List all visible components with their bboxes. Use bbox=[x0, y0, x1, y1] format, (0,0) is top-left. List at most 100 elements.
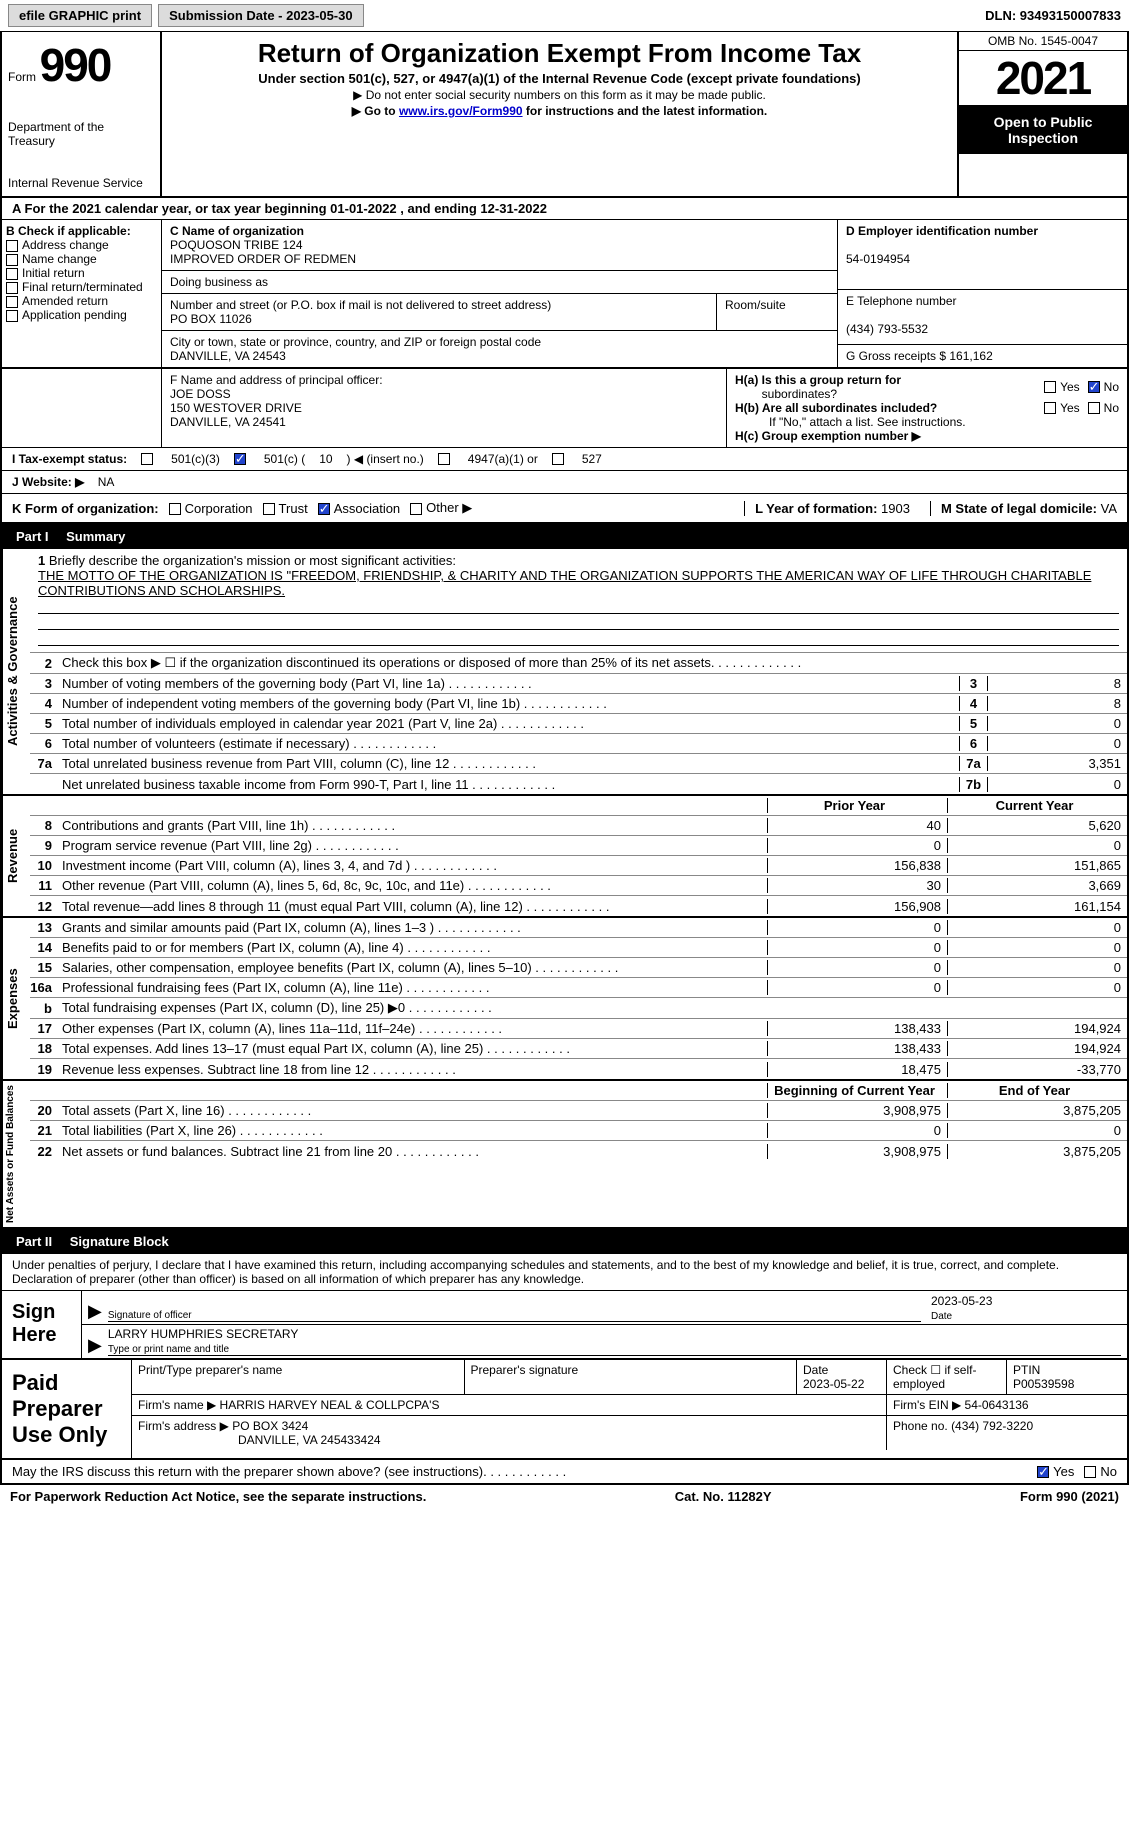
firm-ein: 54-0643136 bbox=[965, 1398, 1029, 1412]
preparer-title: Paid Preparer Use Only bbox=[2, 1360, 132, 1458]
preparer-row-2: Firm's name ▶ HARRIS HARVEY NEAL & COLLP… bbox=[132, 1395, 1127, 1416]
year-formation: L Year of formation: 1903 bbox=[744, 501, 910, 516]
firm-name-label: Firm's name ▶ bbox=[138, 1398, 216, 1412]
gov-row: 6Total number of volunteers (estimate if… bbox=[30, 734, 1127, 754]
net-assets-block: Net Assets or Fund Balances Beginning of… bbox=[0, 1081, 1129, 1229]
opt-527: 527 bbox=[582, 452, 602, 466]
data-row: 17Other expenses (Part IX, column (A), l… bbox=[30, 1019, 1127, 1039]
efile-button[interactable]: efile GRAPHIC print bbox=[8, 4, 152, 27]
footer-left: For Paperwork Reduction Act Notice, see … bbox=[10, 1489, 426, 1504]
chk-4947[interactable] bbox=[438, 453, 450, 465]
data-row: 11Other revenue (Part VIII, column (A), … bbox=[30, 876, 1127, 896]
officer-block: F Name and address of principal officer:… bbox=[162, 369, 727, 447]
hb-yes-chk[interactable] bbox=[1044, 402, 1056, 414]
prep-check-label: Check ☐ if self-employed bbox=[893, 1363, 976, 1391]
discuss-yes-chk[interactable] bbox=[1037, 1466, 1049, 1478]
irs-label: Internal Revenue Service bbox=[8, 176, 154, 190]
arrow-icon: ▶ bbox=[88, 1301, 102, 1322]
firm-addr2: DANVILLE, VA 245433424 bbox=[238, 1433, 381, 1447]
chk-corp[interactable] bbox=[169, 503, 181, 515]
part1-header: Part I Summary bbox=[0, 524, 1129, 549]
begin-year-header: Beginning of Current Year bbox=[767, 1083, 947, 1098]
room-cell: Room/suite bbox=[717, 294, 837, 331]
preparer-row-1: Print/Type preparer's name Preparer's si… bbox=[132, 1360, 1127, 1395]
preparer-row-3: Firm's address ▶ PO BOX 3424DANVILLE, VA… bbox=[132, 1416, 1127, 1450]
firm-ein-label: Firm's EIN ▶ bbox=[893, 1398, 961, 1412]
ha-no-chk[interactable] bbox=[1088, 381, 1100, 393]
firm-addr-label: Firm's address ▶ bbox=[138, 1419, 229, 1433]
discuss-text: May the IRS discuss this return with the… bbox=[12, 1464, 483, 1479]
chk-501c[interactable] bbox=[234, 453, 246, 465]
chk-amended-return[interactable]: Amended return bbox=[6, 294, 157, 308]
city-cell: City or town, state or province, country… bbox=[162, 331, 837, 367]
ha-label: H(a) Is this a group return for bbox=[735, 373, 901, 387]
chk-initial-return[interactable]: Initial return bbox=[6, 266, 157, 280]
part2-num: Part II bbox=[10, 1234, 58, 1249]
line-j: J Website: ▶ NA bbox=[0, 471, 1129, 494]
chk-trust[interactable] bbox=[263, 503, 275, 515]
data-row: 19Revenue less expenses. Subtract line 1… bbox=[30, 1059, 1127, 1079]
opt-4947: 4947(a)(1) or bbox=[468, 452, 538, 466]
irs-link[interactable]: www.irs.gov/Form990 bbox=[399, 104, 523, 118]
data-row: 16aProfessional fundraising fees (Part I… bbox=[30, 978, 1127, 998]
gov-row: 5Total number of individuals employed in… bbox=[30, 714, 1127, 734]
sig-date: 2023-05-23 bbox=[931, 1294, 992, 1308]
discuss-no-chk[interactable] bbox=[1084, 1466, 1096, 1478]
column-c-org-info: C Name of organization POQUOSON TRIBE 12… bbox=[162, 220, 837, 367]
hb-no-chk[interactable] bbox=[1088, 402, 1100, 414]
data-row: 14Benefits paid to or for members (Part … bbox=[30, 938, 1127, 958]
data-row: 8Contributions and grants (Part VIII, li… bbox=[30, 816, 1127, 836]
vtab-revenue: Revenue bbox=[2, 796, 30, 916]
ein-cell: D Employer identification number 54-0194… bbox=[838, 220, 1127, 290]
line-a-text: For the 2021 calendar year, or tax year … bbox=[25, 201, 547, 216]
officer-name: JOE DOSS bbox=[170, 387, 231, 401]
form-subtitle: Under section 501(c), 527, or 4947(a)(1)… bbox=[172, 71, 947, 86]
form-header: Form 990 Department of the Treasury Inte… bbox=[0, 32, 1129, 198]
opt-501c-post: ) ◀ (insert no.) bbox=[347, 452, 424, 466]
mission-num: 1 bbox=[38, 553, 45, 568]
city-value: DANVILLE, VA 24543 bbox=[170, 349, 286, 363]
open-inspection: Open to Public Inspection bbox=[959, 106, 1127, 154]
data-row: 21Total liabilities (Part X, line 26)00 bbox=[30, 1121, 1127, 1141]
revenue-header-row: Prior Year Current Year bbox=[30, 796, 1127, 816]
section-fh: F Name and address of principal officer:… bbox=[0, 369, 1129, 448]
dba-label: Doing business as bbox=[170, 275, 268, 289]
ptin-label: PTIN bbox=[1013, 1363, 1040, 1377]
vtab-governance: Activities & Governance bbox=[2, 549, 30, 794]
data-row: 22Net assets or fund balances. Subtract … bbox=[30, 1141, 1127, 1161]
officer-addr2: DANVILLE, VA 24541 bbox=[170, 415, 286, 429]
form-word: Form bbox=[8, 70, 36, 84]
opt-501c3: 501(c)(3) bbox=[171, 452, 220, 466]
chk-name-change[interactable]: Name change bbox=[6, 252, 157, 266]
chk-address-change[interactable]: Address change bbox=[6, 238, 157, 252]
chk-other[interactable] bbox=[410, 503, 422, 515]
chk-assoc[interactable] bbox=[318, 503, 330, 515]
officer-signature-line[interactable]: ▶ Signature of officer 2023-05-23Date bbox=[82, 1291, 1127, 1325]
hb-note: If "No," attach a list. See instructions… bbox=[735, 415, 1119, 429]
chk-application-pending[interactable]: Application pending bbox=[6, 308, 157, 322]
prep-sig-label: Preparer's signature bbox=[471, 1363, 579, 1377]
hb-no: No bbox=[1104, 401, 1119, 415]
chk-501c3[interactable] bbox=[141, 453, 153, 465]
vtab-net-assets: Net Assets or Fund Balances bbox=[2, 1081, 30, 1227]
data-row: 20Total assets (Part X, line 16)3,908,97… bbox=[30, 1101, 1127, 1121]
street-label: Number and street (or P.O. box if mail i… bbox=[170, 298, 551, 312]
line-k-label: K Form of organization: bbox=[12, 501, 159, 516]
line-a-tax-year: A For the 2021 calendar year, or tax yea… bbox=[0, 198, 1129, 219]
dba-cell: Doing business as bbox=[162, 271, 837, 294]
arrow-icon: ▶ bbox=[88, 1335, 102, 1356]
sig-name-label: Type or print name and title bbox=[108, 1344, 229, 1355]
opt-corp: Corporation bbox=[185, 501, 253, 516]
sig-officer-label: Signature of officer bbox=[108, 1310, 192, 1321]
chk-527[interactable] bbox=[552, 453, 564, 465]
officer-addr1: 150 WESTOVER DRIVE bbox=[170, 401, 302, 415]
prep-date-label: Date bbox=[803, 1363, 828, 1377]
current-year-header: Current Year bbox=[947, 798, 1127, 813]
submission-date-button[interactable]: Submission Date - 2023-05-30 bbox=[158, 4, 364, 27]
city-label: City or town, state or province, country… bbox=[170, 335, 541, 349]
ha-yes-chk[interactable] bbox=[1044, 381, 1056, 393]
activities-governance-block: Activities & Governance 1 Briefly descri… bbox=[0, 549, 1129, 796]
chk-final-return[interactable]: Final return/terminated bbox=[6, 280, 157, 294]
gov-row: 2Check this box ▶ ☐ if the organization … bbox=[30, 653, 1127, 674]
sig-name: LARRY HUMPHRIES SECRETARY bbox=[108, 1327, 299, 1341]
